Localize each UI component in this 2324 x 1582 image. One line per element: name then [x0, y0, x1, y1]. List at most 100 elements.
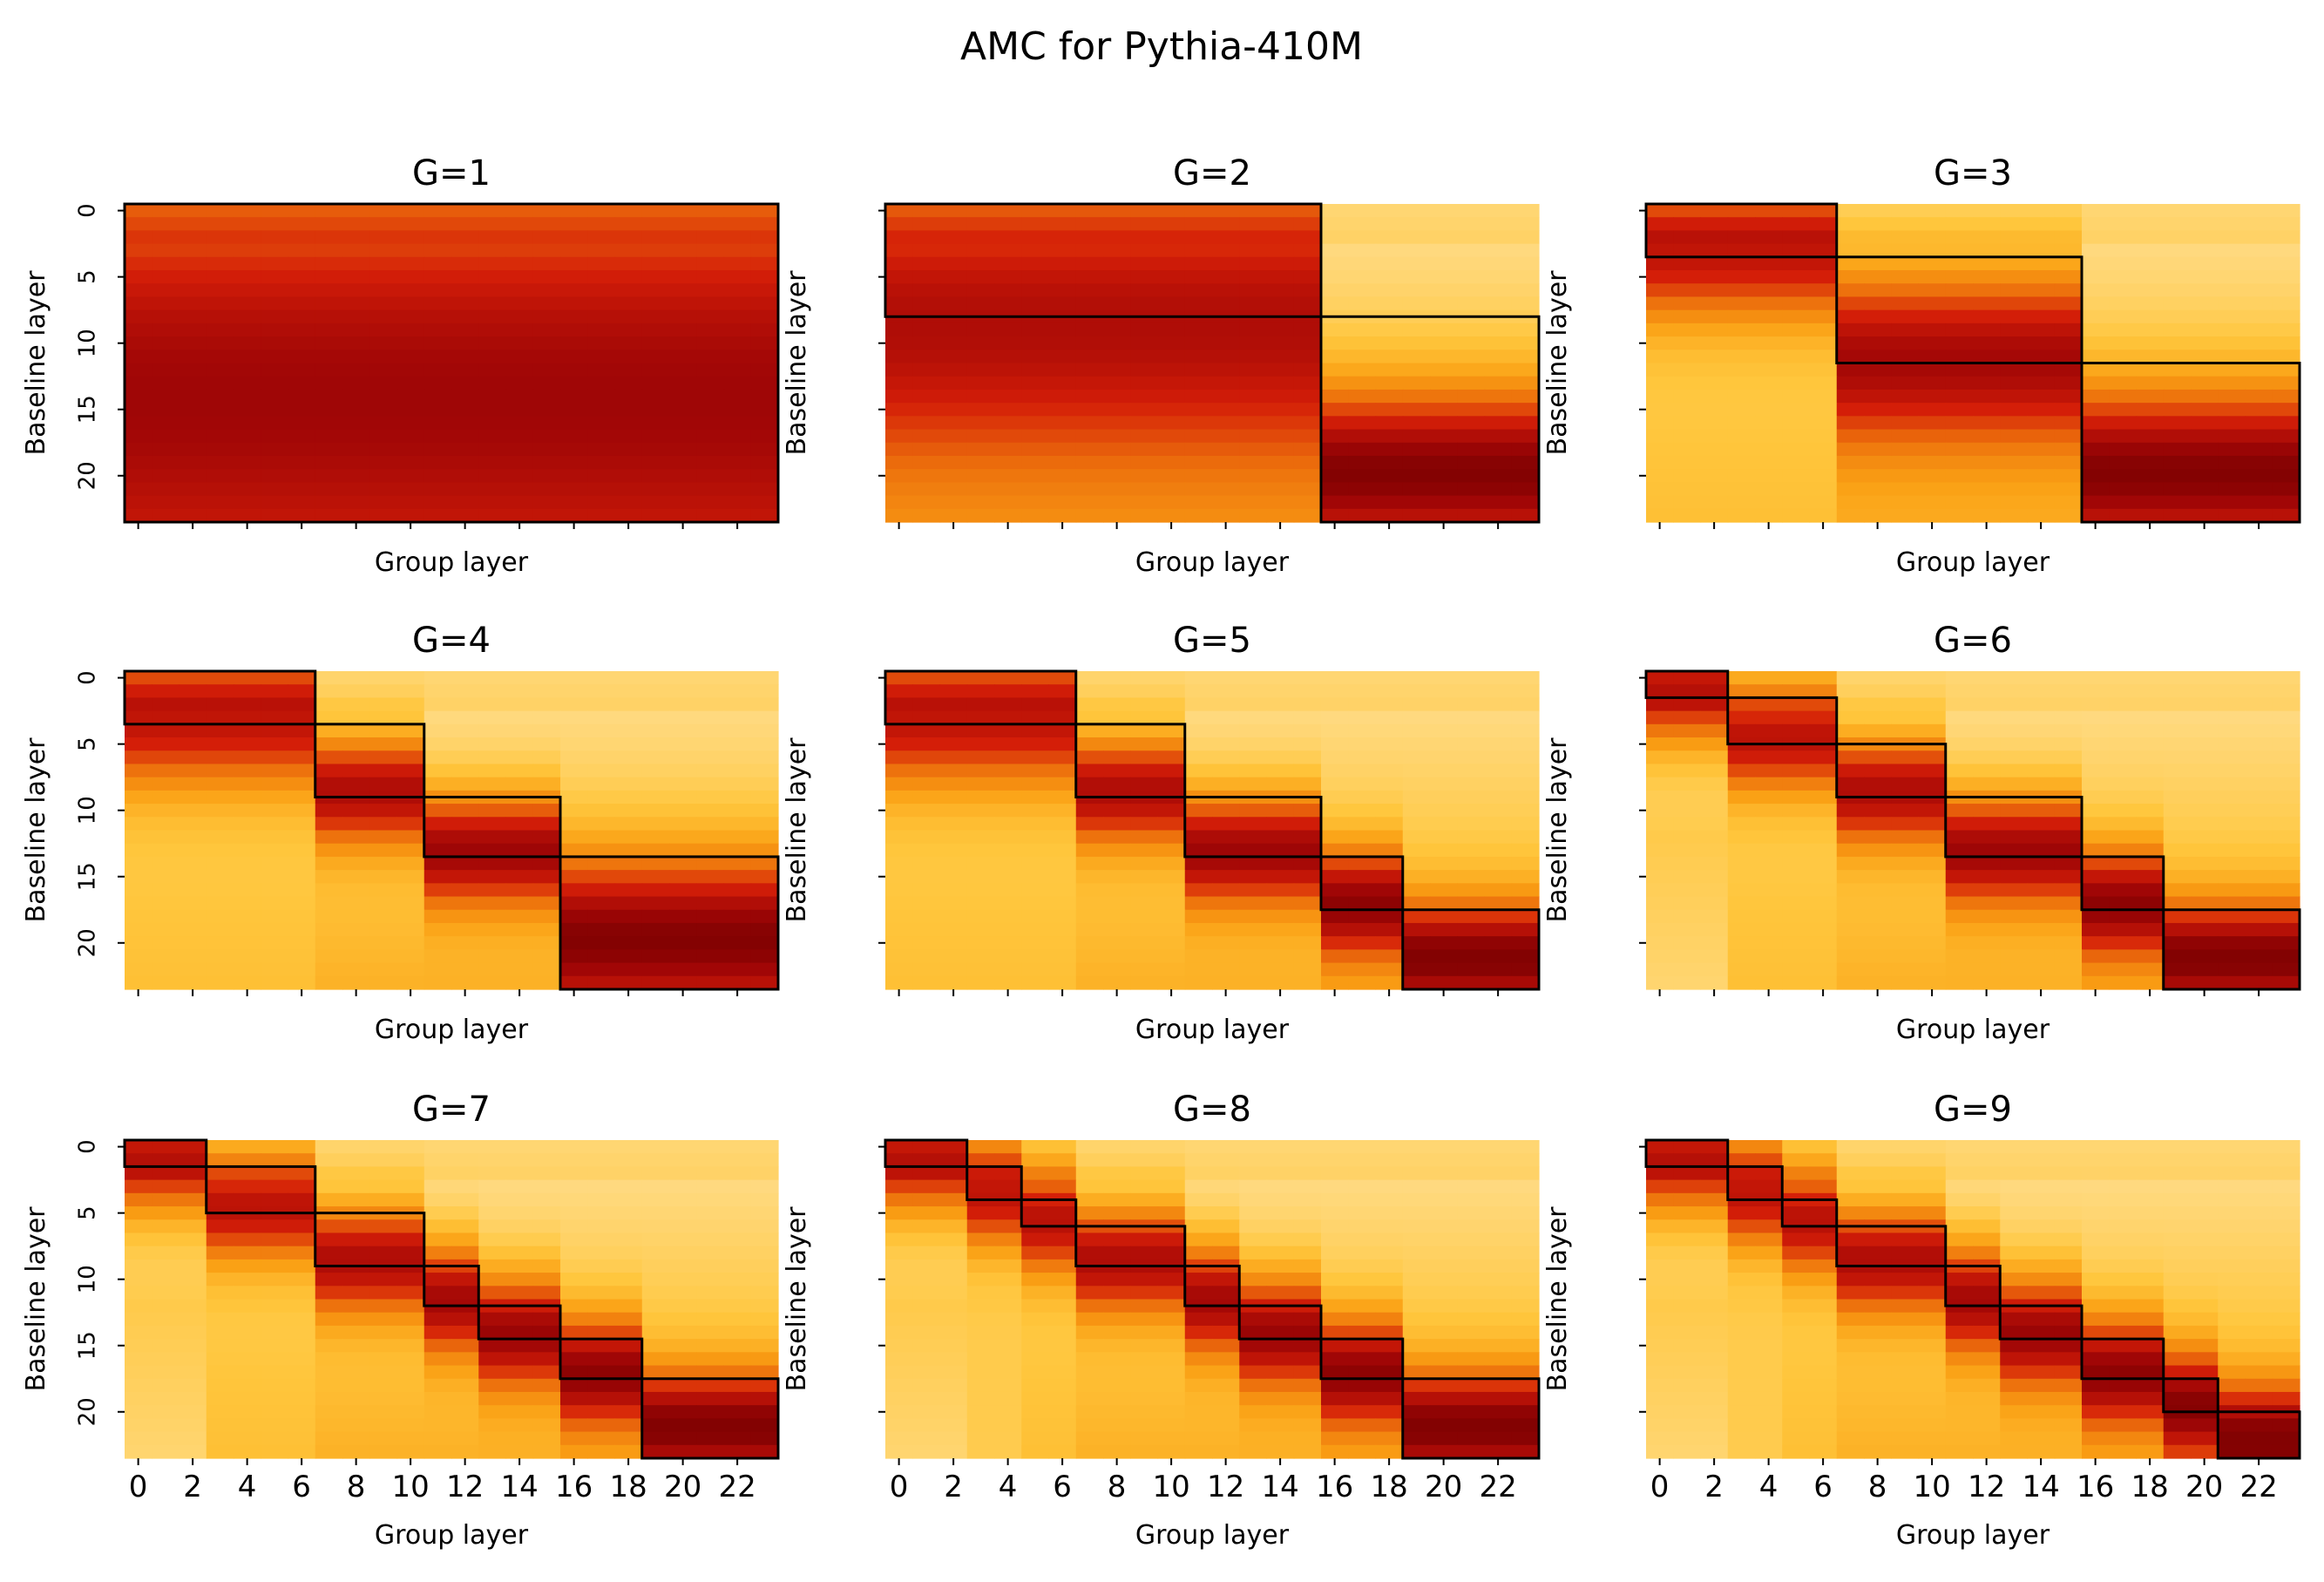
heatmap-cell: [560, 870, 588, 884]
heatmap-cell: [1973, 429, 2001, 444]
heatmap-cell: [152, 204, 180, 218]
heatmap-cell: [152, 1179, 180, 1194]
heatmap-cell: [1130, 777, 1159, 791]
heatmap-cell: [1048, 270, 1077, 284]
heatmap-cell: [560, 1140, 588, 1154]
heatmap-cell: [423, 710, 452, 725]
heatmap-cell: [1809, 843, 1838, 858]
heatmap-cell: [1727, 455, 1756, 470]
heatmap-cell: [206, 1418, 234, 1433]
heatmap-cell: [532, 1206, 561, 1220]
heatmap-cell: [1103, 1286, 1131, 1300]
heatmap-cell: [1184, 230, 1213, 245]
heatmap-cell: [152, 1299, 180, 1314]
heatmap-cell: [505, 1405, 534, 1419]
heatmap-cell: [2163, 1140, 2192, 1154]
heatmap-cell: [234, 870, 261, 884]
heatmap-cell: [587, 710, 616, 725]
heatmap-cell: [1348, 508, 1377, 523]
heatmap-cell: [1075, 323, 1104, 337]
heatmap-cell: [1157, 363, 1186, 377]
heatmap-cell: [1130, 817, 1159, 832]
heatmap-cell: [1755, 936, 1783, 950]
heatmap-cell: [1266, 1286, 1295, 1300]
heatmap-cell: [1891, 469, 1920, 483]
heatmap-cell: [261, 856, 289, 871]
heatmap-cell: [206, 1192, 234, 1207]
heatmap-cell: [1700, 1206, 1729, 1220]
heatmap-cell: [912, 416, 941, 431]
heatmap-cell: [1321, 750, 1349, 765]
heatmap-cell: [885, 455, 913, 470]
heatmap-cell: [234, 1378, 261, 1393]
heatmap-cell: [2136, 336, 2165, 350]
heatmap-cell: [2082, 256, 2110, 271]
heatmap-cell: [532, 508, 561, 523]
heatmap-cell: [423, 204, 452, 218]
heatmap-cell: [2245, 283, 2273, 298]
heatmap-cell: [1402, 896, 1431, 911]
heatmap-cell: [1430, 830, 1458, 845]
heatmap-cell: [1075, 962, 1104, 977]
heatmap-cell: [1891, 697, 1920, 712]
heatmap-cell: [2082, 723, 2110, 738]
heatmap-cell: [234, 495, 261, 510]
heatmap-cell: [1021, 270, 1050, 284]
heatmap-cell: [1157, 455, 1186, 470]
heatmap-cell: [261, 697, 289, 712]
heatmap-cell: [1293, 922, 1322, 937]
heatmap-cell: [1646, 710, 1674, 725]
heatmap-cell: [1755, 508, 1783, 523]
heatmap-cell: [1130, 495, 1159, 510]
heatmap-cell: [369, 455, 398, 470]
heatmap-cell: [1212, 1179, 1240, 1194]
heatmap-cell: [342, 817, 370, 832]
heatmap-cell: [696, 764, 725, 778]
x-tick-label: 14: [500, 1470, 538, 1504]
heatmap-cell: [641, 896, 670, 911]
heatmap-cell: [2000, 350, 2029, 364]
heatmap-cell: [723, 1232, 752, 1247]
heatmap-cell: [2136, 1153, 2165, 1168]
heatmap-cell: [315, 737, 343, 751]
heatmap-cell: [1293, 283, 1322, 298]
y-tick-label: 0: [75, 203, 101, 218]
heatmap-cell: [1103, 243, 1131, 258]
heatmap-cell: [1321, 508, 1349, 523]
heatmap-cell: [641, 1312, 670, 1327]
heatmap-cell: [1293, 1391, 1322, 1406]
heatmap-cell: [1184, 1352, 1213, 1367]
heatmap-cell: [885, 737, 913, 751]
x-tick-label: 2: [944, 1470, 963, 1504]
heatmap-cell: [505, 1192, 534, 1207]
heatmap-cell: [2245, 455, 2273, 470]
heatmap-cell: [1321, 856, 1349, 871]
heatmap-cell: [1021, 1259, 1050, 1273]
heatmap-cell: [1727, 495, 1756, 510]
heatmap-cell: [1782, 1179, 1811, 1194]
heatmap-cell: [179, 896, 207, 911]
heatmap-cell: [2000, 750, 2029, 765]
heatmap-cell: [587, 482, 616, 497]
heatmap-cell: [2109, 697, 2138, 712]
heatmap-cell: [1021, 1352, 1050, 1367]
heatmap-cell: [261, 777, 289, 791]
heatmap-cell: [1212, 442, 1240, 457]
heatmap-cell: [2109, 883, 2138, 898]
heatmap-cell: [261, 870, 289, 884]
heatmap-cell: [478, 323, 507, 337]
heatmap-cell: [1375, 469, 1404, 483]
heatmap-cell: [423, 843, 452, 858]
heatmap-cell: [1945, 230, 1974, 245]
heatmap-cell: [1755, 482, 1783, 497]
heatmap-cell: [1348, 376, 1377, 390]
heatmap-cell: [2272, 777, 2300, 791]
heatmap-cell: [261, 336, 289, 350]
heatmap-cell: [614, 508, 643, 523]
heatmap-cell: [696, 376, 725, 390]
heatmap-cell: [1891, 1206, 1920, 1220]
heatmap-cell: [1673, 737, 1702, 751]
heatmap-cell: [1457, 697, 1486, 712]
heatmap-cell: [1212, 1352, 1240, 1367]
